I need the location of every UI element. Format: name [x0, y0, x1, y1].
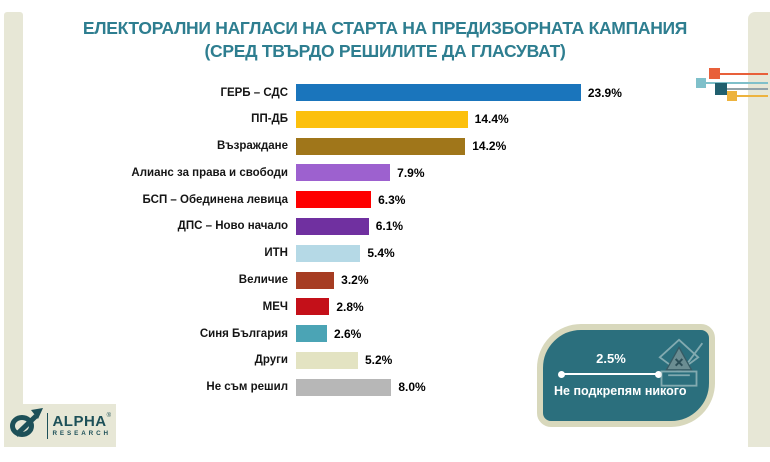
decor-square-dark-teal: [715, 83, 727, 95]
bar: [296, 244, 361, 262]
bar-row: БСП – Обединена левица 6.3%: [30, 191, 622, 209]
bar: [296, 164, 391, 182]
bar-row: Синя България 2.6%: [30, 325, 622, 343]
value-label: 2.8%: [336, 299, 364, 314]
value-label: 14.2%: [472, 139, 507, 154]
category-label: ИТН: [264, 247, 288, 260]
bar: [296, 191, 372, 209]
value-label: 7.9%: [397, 165, 425, 180]
bar: [296, 378, 392, 396]
bar-row: Величие 3.2%: [30, 271, 622, 289]
no-support-callout: 2.5% Не подкрепям никого: [537, 324, 715, 427]
bar-row: ДПС – Ново начало 6.1%: [30, 217, 622, 235]
logo-divider: [46, 412, 49, 439]
category-label: Величие: [238, 274, 288, 287]
bar-row: Други 5.2%: [30, 351, 622, 369]
bar-chart: ГЕРБ – СДС 23.9% ПП-ДБ 14.4% Възраждане 14.2%…: [30, 84, 622, 406]
bar-row: ГЕРБ – СДС 23.9%: [30, 84, 622, 101]
bar: [296, 271, 335, 289]
logo-name: ALPHA: [52, 412, 107, 430]
value-label: 8.0%: [398, 380, 426, 395]
category-label: МЕЧ: [262, 300, 288, 313]
decor-line-yellow: [737, 95, 768, 97]
alpha-research-logo: ALPHA ® RESEARCH: [4, 404, 116, 447]
category-label: Други: [254, 354, 288, 367]
decor-square-orange: [709, 68, 720, 79]
decor-square-yellow: [727, 91, 737, 101]
logo-text: ALPHA ® RESEARCH: [52, 412, 112, 438]
alpha-glyph-icon: [9, 408, 43, 443]
page-title: ЕЛЕКТОРАЛНИ НАГЛАСИ НА СТАРТА НА ПРЕДИЗБ…: [30, 17, 740, 62]
value-label: 6.1%: [375, 219, 404, 234]
category-label: БСП – Обединена левица: [142, 193, 288, 206]
bar: [296, 351, 358, 369]
logo-registered-mark: ®: [106, 412, 112, 419]
bar-row: Възраждане 14.2%: [30, 137, 622, 155]
category-label: ДПС – Ново начало: [177, 220, 288, 233]
bar-row: ИТН 5.4%: [30, 244, 622, 262]
right-accent-panel: [748, 12, 770, 447]
value-label: 3.2%: [341, 273, 369, 288]
decor-line-dark-teal: [727, 88, 768, 90]
bar: [296, 217, 369, 235]
bar-row: ПП-ДБ 14.4%: [30, 110, 622, 128]
ballot-box-icon: [654, 336, 704, 397]
callout-value: 2.5%: [596, 351, 626, 366]
bar: [296, 325, 327, 343]
value-label: 5.4%: [367, 246, 395, 261]
decor-square-light-teal: [696, 78, 706, 88]
bar-row: Алианс за права и свободи 7.9%: [30, 164, 622, 182]
category-label: ГЕРБ – СДС: [220, 86, 288, 99]
bar: [296, 298, 330, 316]
value-label: 2.6%: [333, 326, 362, 341]
callout-divider-line: [558, 370, 662, 378]
value-label: 23.9%: [587, 85, 622, 100]
bar-row: Не съм решил 8.0%: [30, 378, 622, 396]
title-line-2: (СРЕД ТВЪРДО РЕШИЛИТЕ ДА ГЛАСУВАТ): [204, 40, 566, 61]
bar-rows: ГЕРБ – СДС 23.9% ПП-ДБ 14.4% Възраждане 14.2%…: [30, 84, 622, 396]
left-accent-panel: [4, 12, 23, 447]
value-label: 14.4%: [474, 112, 509, 127]
category-label: Алианс за права и свободи: [131, 166, 288, 179]
value-label: 6.3%: [378, 192, 406, 207]
callout-label: Не подкрепям никого: [554, 384, 687, 398]
bar: [296, 137, 466, 155]
category-label: ПП-ДБ: [251, 113, 288, 126]
decor-line-light-teal: [706, 82, 768, 84]
logo-subtitle: RESEARCH: [52, 430, 111, 438]
category-label: Синя България: [199, 327, 288, 340]
title-line-1: ЕЛЕКТОРАЛНИ НАГЛАСИ НА СТАРТА НА ПРЕДИЗБ…: [82, 18, 688, 38]
bar: [296, 110, 468, 128]
value-label: 5.2%: [364, 353, 393, 368]
category-label: Възраждане: [216, 140, 288, 153]
decor-line-orange: [720, 72, 768, 75]
bar-row: МЕЧ 2.8%: [30, 298, 622, 316]
category-label: Не съм решил: [206, 381, 288, 394]
bar: [296, 84, 581, 101]
